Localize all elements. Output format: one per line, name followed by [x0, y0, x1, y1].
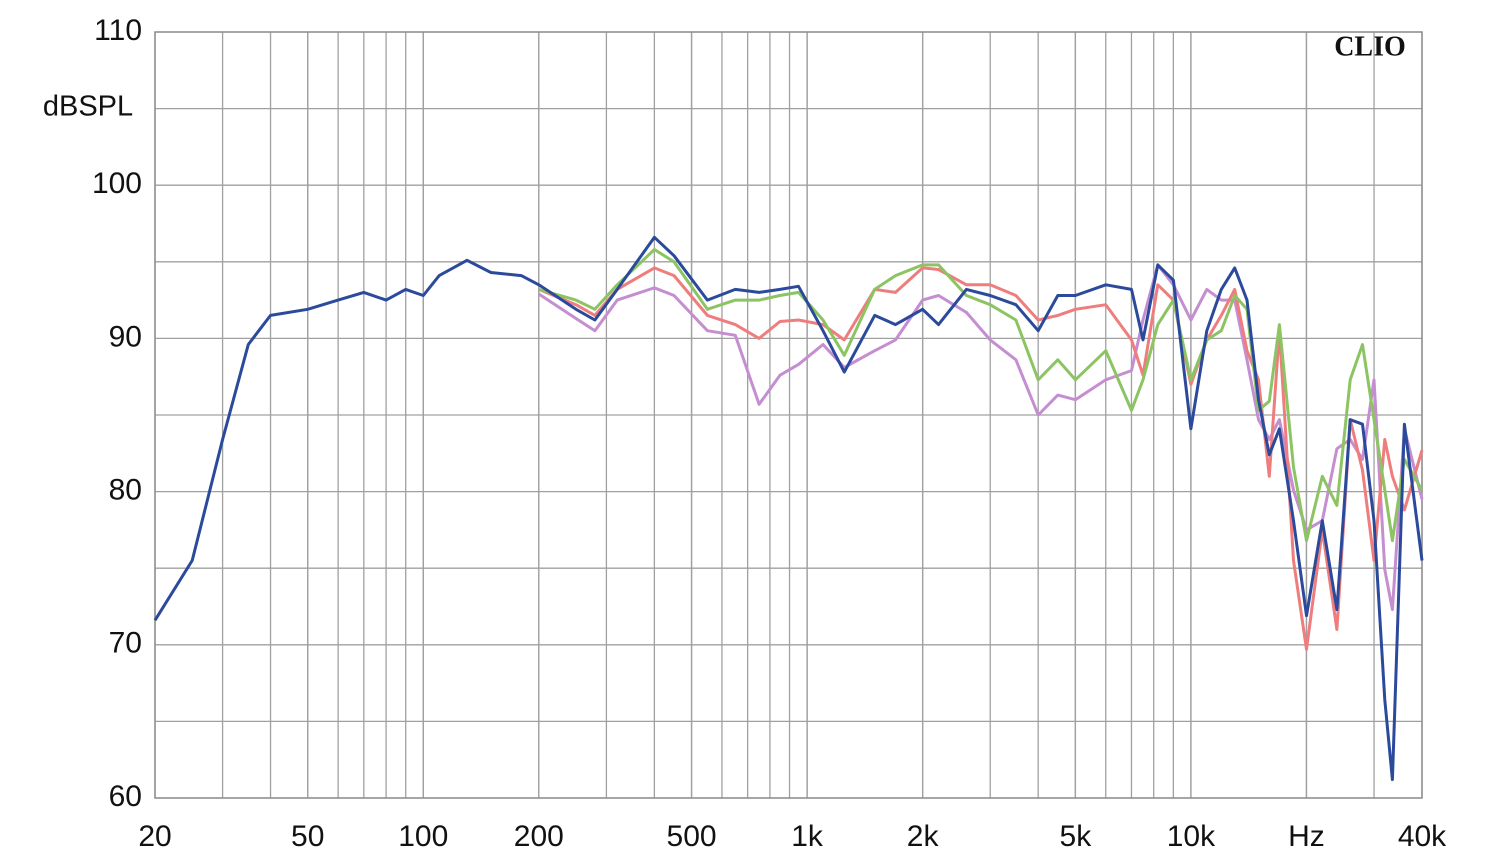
plot-border: [154, 31, 1423, 799]
series-line: [537, 263, 1424, 612]
x-tick-label: 1k: [791, 820, 824, 853]
y-tick-label: 70: [109, 627, 142, 660]
x-tick-label: 500: [667, 820, 717, 853]
x-tick-label: Hz: [1288, 820, 1325, 853]
y-tick-label: 90: [109, 320, 142, 353]
x-tick-label: 50: [291, 820, 324, 853]
y-axis-label: dBSPL: [43, 91, 133, 123]
y-tick-label: 80: [109, 474, 142, 507]
series-line: [153, 235, 1424, 782]
y-tick-label: 60: [109, 780, 142, 813]
y-tick-label: 110: [94, 14, 142, 47]
x-tick-label: 100: [398, 820, 448, 853]
x-tick-label: 40k: [1398, 820, 1447, 853]
x-tick-label: 2k: [907, 820, 940, 853]
series-line: [538, 248, 1424, 543]
y-tick-label: 100: [92, 167, 142, 200]
x-tick-label: 20: [138, 820, 171, 853]
x-tick-label: 10k: [1167, 820, 1216, 853]
annotation: CLIO: [1334, 31, 1406, 62]
series-line: [538, 266, 1424, 651]
x-tick-label: 5k: [1060, 820, 1093, 853]
x-tick-label: 200: [514, 820, 564, 853]
